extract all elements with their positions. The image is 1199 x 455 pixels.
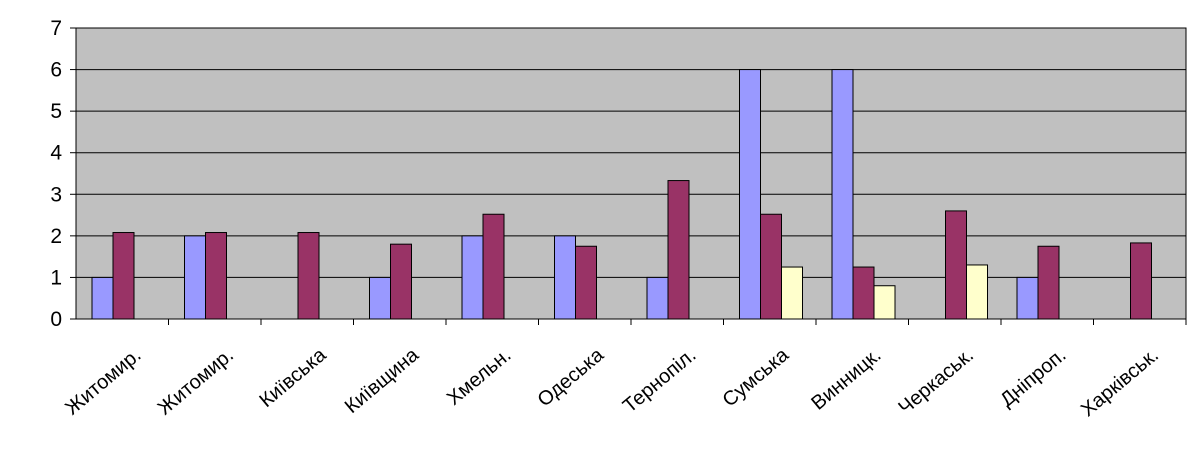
bar-series-1-cat-11 xyxy=(1016,276,1039,320)
x-category-label: Харківськ. xyxy=(1077,344,1163,421)
x-category-label: Житомир. xyxy=(154,344,238,420)
bars xyxy=(91,69,1152,320)
bar-series-2-cat-4 xyxy=(390,243,412,320)
bar-series-1-cat-5 xyxy=(461,235,484,320)
bar-series-1-cat-9 xyxy=(831,69,854,320)
bar-series-2-cat-6 xyxy=(575,245,597,320)
x-category-label: Київська xyxy=(255,343,331,412)
bar-series-2-cat-10 xyxy=(945,210,967,320)
y-tick-label: 3 xyxy=(50,183,62,206)
y-tick-label: 6 xyxy=(50,59,62,82)
x-category-label: Хмельн. xyxy=(443,344,516,410)
bar-series-2-cat-9 xyxy=(852,266,875,320)
bar-series-2-cat-8 xyxy=(760,213,782,320)
x-category-label: Тернопіл. xyxy=(619,344,701,417)
bar-series-1-cat-8 xyxy=(739,69,761,320)
x-category-label: Сумська xyxy=(719,343,794,411)
bar-series-2-cat-5 xyxy=(482,213,505,320)
y-tick-label: 1 xyxy=(50,266,62,289)
bar-series-2-cat-7 xyxy=(667,180,690,320)
x-category-label: Житомир. xyxy=(61,344,145,420)
bar-series-2-cat-2 xyxy=(205,232,227,320)
bar-series-1-cat-7 xyxy=(646,276,669,320)
bar-series-2-cat-11 xyxy=(1037,245,1060,320)
bar-series-2-cat-12 xyxy=(1130,242,1152,320)
bar-series-3-cat-10 xyxy=(966,264,988,320)
bar-series-2-cat-1 xyxy=(112,232,135,320)
bar-series-3-cat-8 xyxy=(781,266,803,320)
y-tick-label: 4 xyxy=(50,142,62,165)
bar-series-1-cat-4 xyxy=(369,276,391,320)
bar-series-2-cat-3 xyxy=(297,232,320,320)
y-tick-label: 2 xyxy=(50,225,62,248)
bar-series-1-cat-2 xyxy=(184,235,206,320)
plot-area xyxy=(75,27,1187,320)
x-category-label: Київщина xyxy=(341,343,424,417)
y-tick-label: 7 xyxy=(50,17,62,40)
gridlines xyxy=(76,69,1186,278)
y-tick-label: 0 xyxy=(50,308,62,331)
x-category-label: Черкаськ. xyxy=(894,344,978,419)
y-tick-label: 5 xyxy=(50,100,62,123)
x-axis-labels: Житомир. Житомир. Київська Київщина Хмельн. О… xyxy=(61,343,1163,421)
x-category-label: Дніпроп. xyxy=(996,344,1070,411)
bar-series-1-cat-6 xyxy=(554,235,576,320)
x-category-label: Винницк. xyxy=(807,344,885,415)
x-category-label: Одеська xyxy=(534,343,609,411)
bar-series-3-cat-9 xyxy=(873,285,896,320)
bar-series-1-cat-1 xyxy=(91,276,114,320)
y-axis-ticks: 0 1 2 3 4 5 6 7 xyxy=(50,17,76,331)
axes xyxy=(75,28,1187,325)
